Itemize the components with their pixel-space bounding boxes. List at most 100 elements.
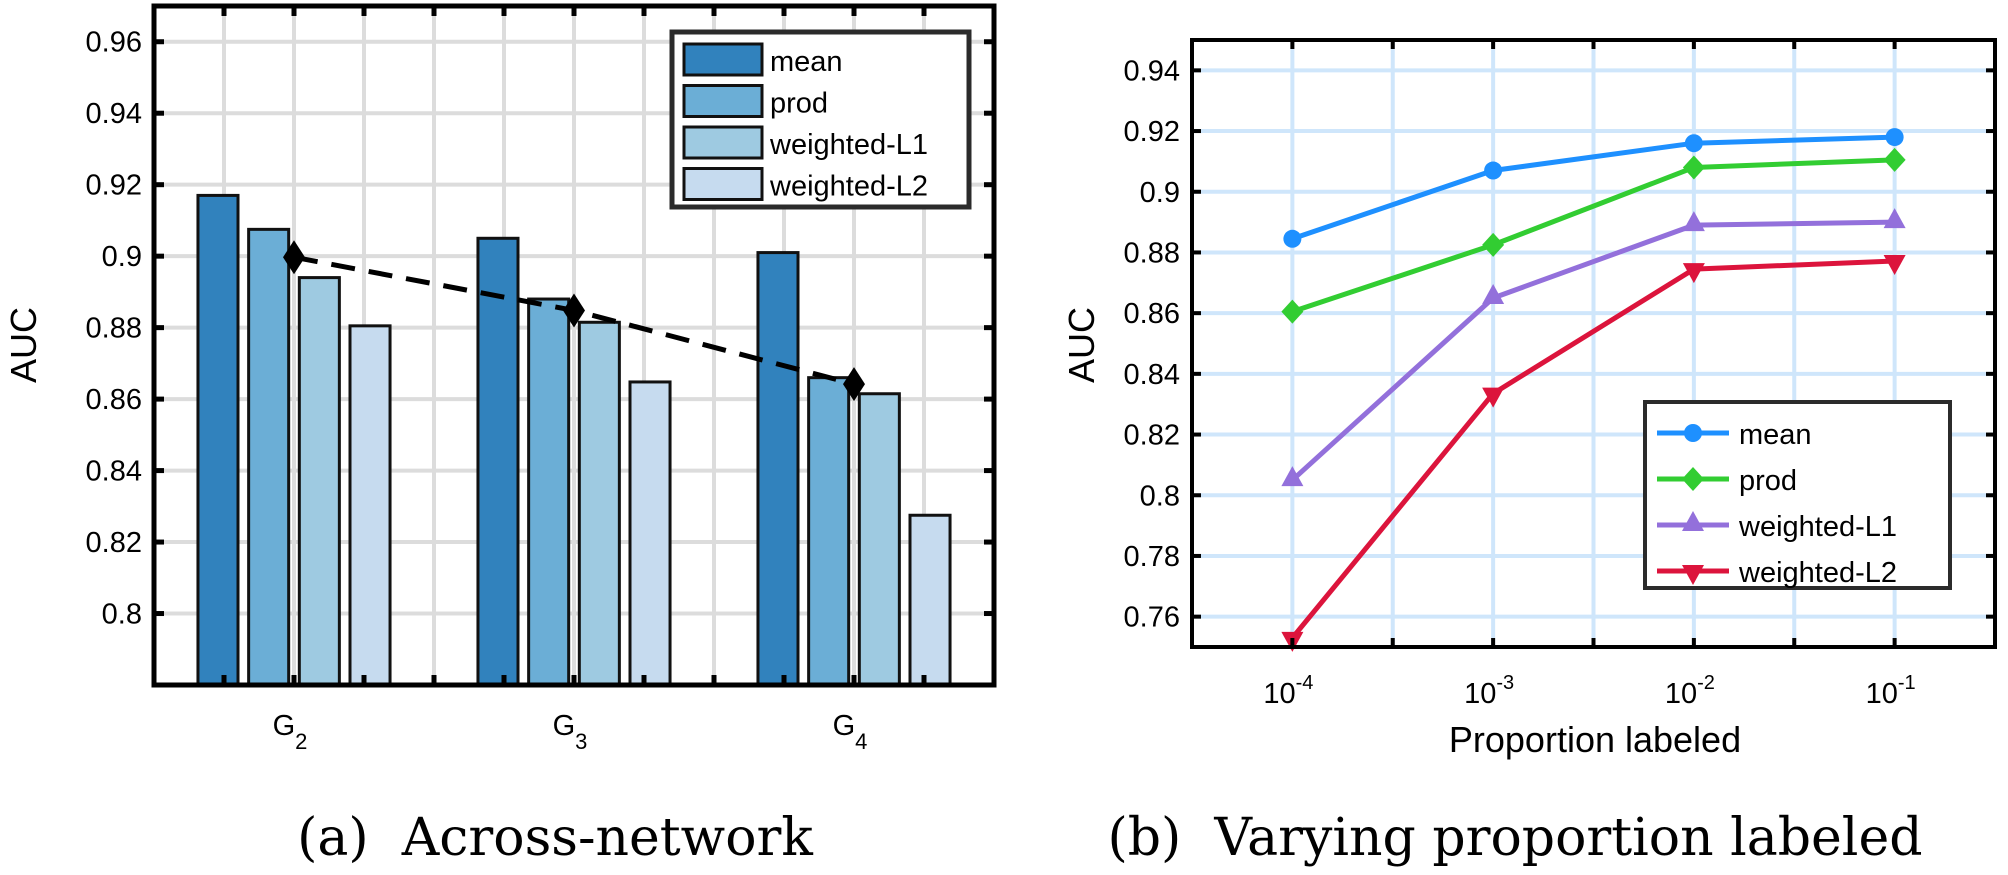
- point-mean-1e-3: [1484, 161, 1503, 180]
- b-y-tick-label: 0.92: [1124, 116, 1180, 148]
- b-x-tick-labels: 10-4 10-3 10-2 10-1: [1263, 672, 1915, 710]
- legend-label-weighted-l2: weighted-L2: [769, 171, 928, 203]
- legend-label-weighted-l2: weighted-L2: [1738, 557, 1897, 589]
- point-weighted-l1-1e-3: [1482, 283, 1505, 304]
- a-dashed-trend-line: [283, 240, 865, 402]
- bar-prod-g4: [807, 376, 851, 687]
- category-subscript: 3: [575, 729, 587, 754]
- category-subscript: 2: [295, 729, 307, 754]
- a-y-tick-label: 0.8: [102, 599, 142, 631]
- a-y-axis-label: AUC: [3, 307, 44, 383]
- a-y-tick-label: 0.88: [86, 313, 142, 345]
- tick-exponent: -4: [1296, 672, 1314, 694]
- a-y-tick-label: 0.96: [86, 27, 142, 59]
- b-y-axis-label: AUC: [1061, 307, 1102, 383]
- a-y-tick-label: 0.94: [86, 98, 142, 130]
- b-y-tick-label: 0.94: [1124, 55, 1180, 87]
- point-weighted-l1-1e-4: [1281, 466, 1304, 487]
- a-legend: mean prod weighted-L1 weighted-L2: [669, 29, 972, 210]
- legend-label-prod: prod: [770, 88, 828, 120]
- legend-label-mean: mean: [1739, 419, 1812, 451]
- b-y-tick-label: 0.76: [1124, 602, 1180, 634]
- b-y-tick-label: 0.9: [1140, 177, 1180, 209]
- legend-marker-mean: [1684, 424, 1702, 442]
- a-x-tick-labels: G2 G3 G4: [273, 710, 868, 754]
- point-weighted-l2-1e-1: [1883, 254, 1906, 275]
- line-prod: [1291, 157, 1895, 315]
- line-weighted-l1: [1290, 219, 1895, 482]
- bar-weighted-l2-g3: [628, 380, 672, 687]
- point-mean-1e-2: [1684, 134, 1703, 153]
- point-weighted-l2-1e-3: [1482, 387, 1505, 408]
- a-x-tick-label: G4: [833, 710, 868, 754]
- b-caption: (b) Varying proportion labeled: [1107, 808, 1922, 868]
- diamond-marker-g3: [563, 293, 585, 328]
- bar-weighted-l2-g2: [348, 324, 392, 687]
- bar-mean-g4: [756, 251, 800, 687]
- a-y-tick-label: 0.86: [86, 384, 142, 416]
- tick-base: 10: [1665, 678, 1697, 710]
- category-letter: G: [833, 710, 856, 742]
- legend-label-mean: mean: [770, 46, 843, 78]
- a-y-tick-label: 0.82: [86, 527, 142, 559]
- b-y-tick-label: 0.88: [1124, 237, 1180, 269]
- bar-prod-g3: [527, 297, 571, 687]
- legend-swatch-mean: [682, 42, 764, 77]
- b-x-axis-label: Proportion labeled: [1449, 719, 1741, 760]
- point-weighted-l2-1e-2: [1682, 263, 1705, 284]
- legend-marker-prod: [1682, 467, 1704, 491]
- b-x-tick-label: 10-1: [1866, 672, 1916, 710]
- b-y-tick-label: 0.8: [1140, 480, 1180, 512]
- a-y-tick-label: 0.84: [86, 456, 142, 488]
- tick-base: 10: [1263, 678, 1295, 710]
- bar-weighted-l1-g3: [577, 320, 621, 687]
- a-x-tick-label: G2: [273, 710, 308, 754]
- b-y-tick-labels: 0.76 0.78 0.8 0.82 0.84 0.86 0.88 0.9 0.92 0.94: [1124, 55, 1180, 633]
- a-x-tick-label: G3: [553, 710, 588, 754]
- legend-marker-weighted-l2: [1682, 565, 1704, 585]
- legend-swatch-weighted-l1: [682, 125, 764, 160]
- tick-base: 10: [1866, 678, 1898, 710]
- b-y-tick-label: 0.78: [1124, 541, 1180, 573]
- a-y-tick-label: 0.9: [102, 241, 142, 273]
- legend-swatch-weighted-l2: [682, 167, 764, 201]
- panel-a-bar-chart: 0.80.820.840.860.880.90.920.940.96 G2 G3 G…: [3, 3, 997, 868]
- a-tick-marks: [154, 6, 994, 685]
- b-tick-marks: [1192, 40, 1995, 647]
- b-legend: mean prod weighted-L1 weighted-L2: [1643, 400, 1952, 590]
- legend-label-prod: prod: [1739, 465, 1797, 497]
- tick-exponent: -2: [1697, 672, 1715, 694]
- bar-weighted-l1-g4: [857, 392, 901, 687]
- point-prod-1e-2: [1682, 155, 1705, 180]
- b-y-tick-label: 0.86: [1124, 298, 1180, 330]
- b-x-tick-label: 10-2: [1665, 672, 1715, 710]
- b-x-tick-label: 10-4: [1263, 672, 1313, 710]
- diamond-marker-g2: [283, 240, 305, 275]
- legend-label-weighted-l1: weighted-L1: [769, 129, 928, 161]
- point-mean-1e-1: [1885, 128, 1904, 147]
- point-mean-1e-4: [1283, 229, 1302, 248]
- point-weighted-l1-1e-2: [1682, 211, 1705, 232]
- line-mean: [1291, 134, 1895, 242]
- b-x-tick-label: 10-3: [1464, 672, 1514, 710]
- b-y-tick-label: 0.82: [1124, 420, 1180, 452]
- diamond-marker-g4: [843, 367, 865, 402]
- bar-prod-g2: [247, 227, 291, 687]
- point-prod-1e-1: [1883, 147, 1906, 172]
- category-letter: G: [273, 710, 296, 742]
- category-subscript: 4: [855, 729, 867, 754]
- point-prod-1e-3: [1482, 232, 1505, 257]
- tick-exponent: -3: [1496, 672, 1514, 694]
- category-letter: G: [553, 710, 576, 742]
- tick-exponent: -1: [1898, 672, 1916, 694]
- bar-mean-g3: [476, 236, 520, 687]
- legend-label-weighted-l1: weighted-L1: [1738, 511, 1897, 543]
- legend-swatch-prod: [682, 84, 764, 118]
- bar-mean-g2: [196, 193, 240, 687]
- point-prod-1e-4: [1281, 299, 1304, 324]
- panel-b-line-chart: 0.76 0.78 0.8 0.82 0.84 0.86 0.88 0.9 0.92 0.94 1…: [1061, 38, 1997, 868]
- bar-weighted-l2-g4: [908, 513, 952, 687]
- a-y-tick-labels: 0.8 0.82 0.84 0.86 0.88 0.9 0.92 0.94 0.96: [86, 27, 142, 631]
- point-weighted-l1-1e-1: [1883, 208, 1906, 229]
